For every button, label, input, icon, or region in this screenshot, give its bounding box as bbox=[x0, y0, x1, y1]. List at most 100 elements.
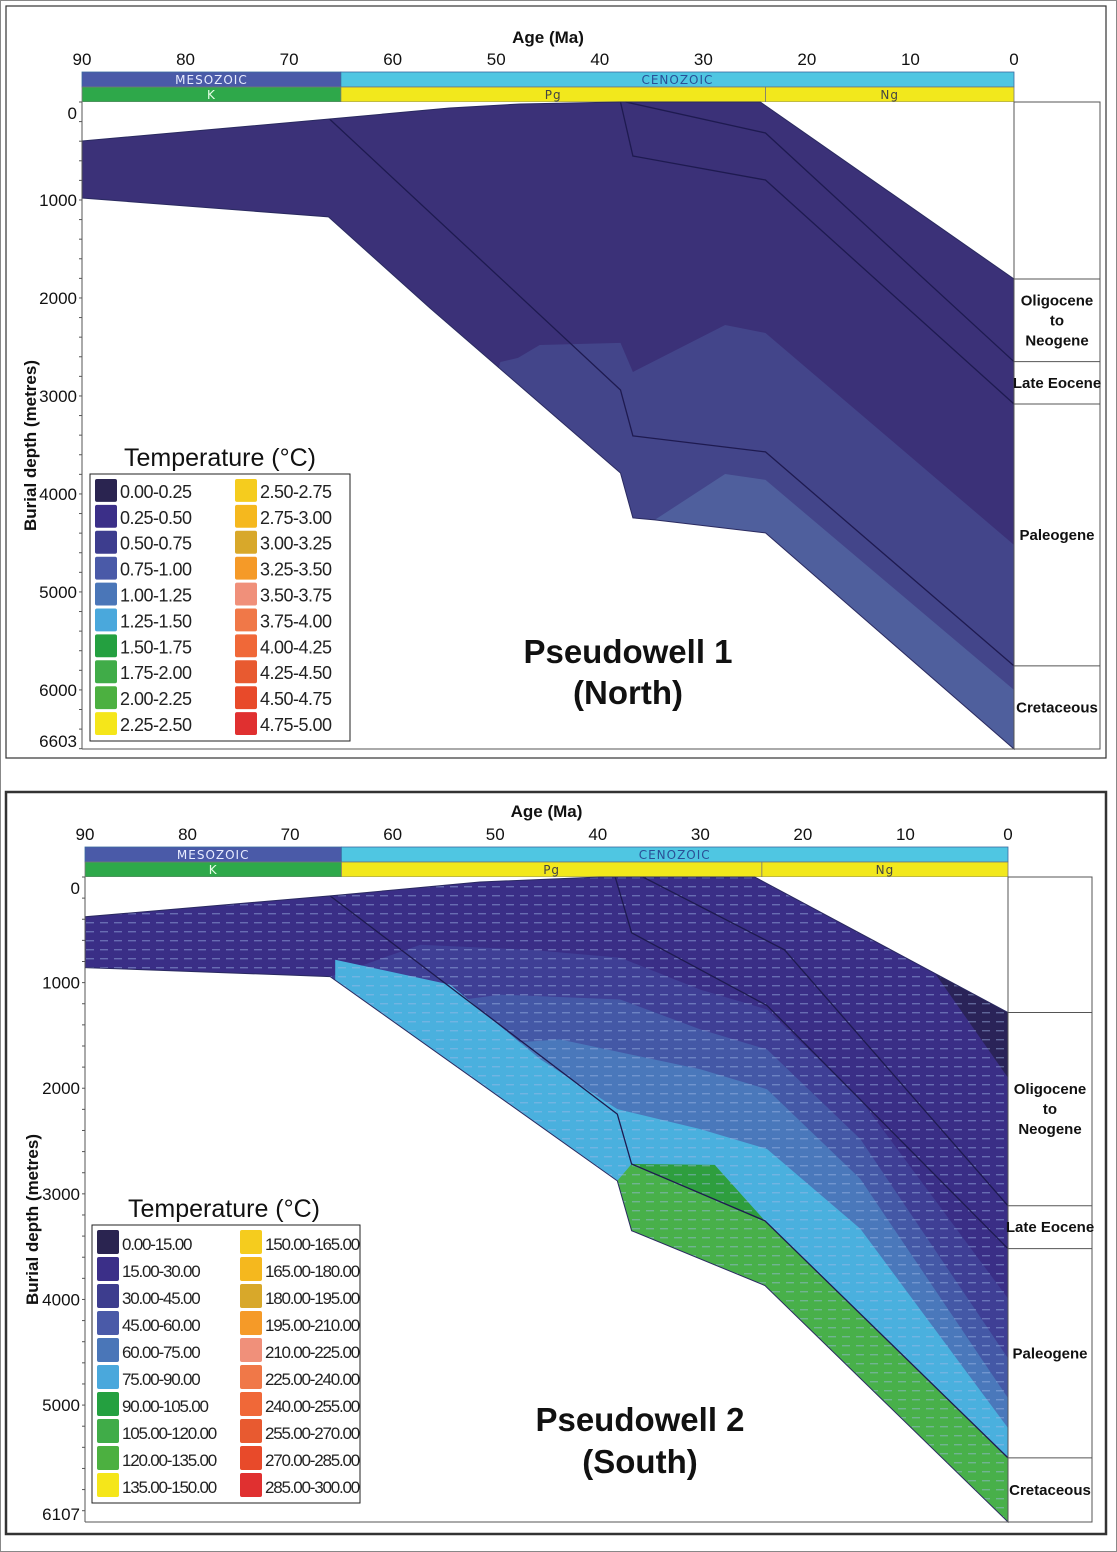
legend-swatch bbox=[97, 1419, 119, 1443]
panel-title: Pseudowell 1 bbox=[523, 633, 732, 670]
burial-envelope bbox=[82, 102, 1014, 749]
legend-label: 180.00-195.00 bbox=[265, 1289, 360, 1308]
legend-label: 195.00-210.00 bbox=[265, 1316, 360, 1335]
legend-swatch bbox=[97, 1446, 119, 1470]
legend-swatch bbox=[95, 582, 117, 606]
y-tick-label: 1000 bbox=[39, 191, 77, 210]
legend-swatch bbox=[97, 1257, 119, 1281]
legend-label: 135.00-150.00 bbox=[122, 1478, 217, 1497]
x-tick-label: 20 bbox=[797, 50, 816, 69]
legend-label: 105.00-120.00 bbox=[122, 1424, 217, 1443]
legend-label: 4.25-4.50 bbox=[260, 663, 332, 683]
legend-label: 225.00-240.00 bbox=[265, 1370, 360, 1389]
x-tick-label: 80 bbox=[178, 825, 197, 844]
legend-label: 3.50-3.75 bbox=[260, 586, 332, 606]
period-label: Ng bbox=[880, 88, 899, 102]
legend-label: 3.75-4.00 bbox=[260, 611, 332, 631]
formation-label: Late Eocene bbox=[1013, 375, 1101, 392]
legend-label: 4.75-5.00 bbox=[260, 715, 332, 735]
formation-column bbox=[1013, 101, 1101, 750]
formation-column bbox=[1007, 876, 1093, 1523]
legend-swatch bbox=[240, 1392, 262, 1416]
y-tick-label: 1000 bbox=[42, 974, 80, 993]
legend-swatch bbox=[97, 1338, 119, 1362]
legend-swatch bbox=[95, 686, 117, 710]
legend-label: 45.00-60.00 bbox=[122, 1316, 200, 1335]
legend-swatch bbox=[95, 556, 117, 580]
legend-swatch bbox=[235, 608, 257, 632]
formation-label: to bbox=[1043, 1101, 1057, 1118]
x-tick-label: 50 bbox=[486, 825, 505, 844]
y-tick-label: 5000 bbox=[42, 1396, 80, 1415]
legend-label: 2.75-3.00 bbox=[260, 508, 332, 528]
panel-subtitle: (North) bbox=[573, 674, 683, 711]
x-tick-label: 10 bbox=[896, 825, 915, 844]
y-tick-label: 5000 bbox=[39, 583, 77, 602]
legend-swatch bbox=[235, 712, 257, 735]
x-tick-label: 80 bbox=[176, 50, 195, 69]
legend-label: 0.75-1.00 bbox=[120, 560, 192, 580]
period-label: Pg bbox=[545, 88, 562, 102]
legend-swatch bbox=[95, 660, 117, 684]
x-tick-label: 0 bbox=[1009, 50, 1018, 69]
y-axis-title: Burial depth (metres) bbox=[23, 1134, 42, 1305]
legend-swatch bbox=[235, 530, 257, 554]
legend-label: 75.00-90.00 bbox=[122, 1370, 200, 1389]
x-axis-title: Age (Ma) bbox=[511, 802, 583, 821]
legend-swatch bbox=[97, 1230, 119, 1254]
envelope-outline bbox=[81, 101, 1015, 751]
formation-label: Oligocene bbox=[1021, 292, 1094, 309]
formation-label: Neogene bbox=[1018, 1121, 1081, 1138]
stratigraphic-horizon bbox=[619, 101, 1015, 405]
formation-label: Neogene bbox=[1025, 332, 1088, 349]
legend-label: 150.00-165.00 bbox=[265, 1235, 360, 1254]
legend-swatch bbox=[240, 1311, 262, 1335]
x-tick-label: 40 bbox=[588, 825, 607, 844]
legend-label: 1.00-1.25 bbox=[120, 586, 192, 606]
legend-title: Temperature (°C) bbox=[124, 444, 316, 472]
legend-box bbox=[89, 473, 351, 742]
stratigraphic-horizon bbox=[614, 876, 1009, 1250]
x-tick-label: 60 bbox=[383, 50, 402, 69]
legend-title: Temperature (°C) bbox=[128, 1195, 320, 1223]
legend-swatch bbox=[97, 1284, 119, 1308]
legend-label: 0.25-0.50 bbox=[120, 508, 192, 528]
legend-label: 15.00-30.00 bbox=[122, 1262, 200, 1281]
y-tick-label: 0 bbox=[68, 104, 77, 123]
formation-label: Oligocene bbox=[1014, 1081, 1087, 1098]
legend-swatch bbox=[240, 1284, 262, 1308]
x-tick-label: 20 bbox=[793, 825, 812, 844]
panel-pseudowell-1: Age (Ma) 90 80 70 60 50 40 30 20 10 0 MESOZOIC CENOZ… bbox=[5, 5, 1107, 759]
lithology-hatch bbox=[85, 877, 1008, 1522]
legend-box bbox=[91, 1224, 361, 1504]
legend-swatch bbox=[240, 1419, 262, 1443]
x-tick-label: 90 bbox=[76, 825, 95, 844]
legend-label: 1.50-1.75 bbox=[120, 637, 192, 657]
x-tick-label: 10 bbox=[901, 50, 920, 69]
legend-swatch bbox=[240, 1473, 262, 1497]
legend-label: 0.50-0.75 bbox=[120, 534, 192, 554]
legend-label: 3.00-3.25 bbox=[260, 534, 332, 554]
legend-swatch bbox=[240, 1230, 262, 1254]
legend-swatch bbox=[95, 504, 117, 528]
legend-label: 240.00-255.00 bbox=[265, 1397, 360, 1416]
legend-label: 4.00-4.25 bbox=[260, 637, 332, 657]
formation-label: to bbox=[1050, 312, 1064, 329]
legend-swatch bbox=[97, 1311, 119, 1335]
y-tick-label: 0 bbox=[71, 879, 80, 898]
era-label: CENOZOIC bbox=[639, 848, 711, 862]
panel-frame bbox=[5, 5, 1107, 759]
legend-swatch bbox=[235, 686, 257, 710]
y-tick-label: 3000 bbox=[42, 1185, 80, 1204]
y-tick-label: 4000 bbox=[42, 1290, 80, 1309]
legend-swatch bbox=[235, 660, 257, 684]
legend-label: 165.00-180.00 bbox=[265, 1262, 360, 1281]
legend-label: 2.25-2.50 bbox=[120, 715, 192, 735]
panel-pseudowell-2: Age (Ma) 90 80 70 60 50 40 30 20 10 0 MESOZOIC CENOZ… bbox=[4, 790, 1108, 1536]
formation-label: Cretaceous bbox=[1016, 699, 1098, 716]
legend-swatch bbox=[240, 1338, 262, 1362]
panel-title: Pseudowell 2 bbox=[535, 1401, 744, 1438]
x-tick-label: 60 bbox=[383, 825, 402, 844]
legend-label: 210.00-225.00 bbox=[265, 1343, 360, 1362]
